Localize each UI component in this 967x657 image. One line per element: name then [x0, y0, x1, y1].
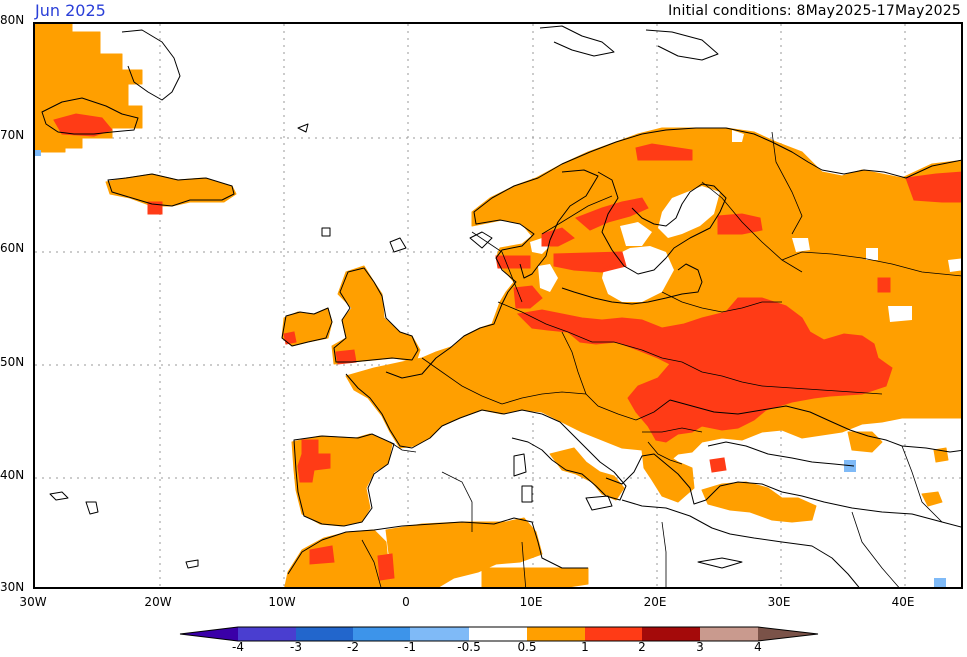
- lat-label-80n: 80N: [0, 13, 25, 27]
- colorbar-label-neg3: -3: [290, 640, 302, 654]
- lon-label-30w: 30W: [19, 595, 47, 609]
- colorbar-cell-neg3-neg2: [296, 627, 353, 641]
- colorbar-label-4: 4: [754, 640, 762, 654]
- colorbar-label-2: 2: [638, 640, 646, 654]
- coastlines: [41, 25, 961, 587]
- lon-label-10e: 10E: [519, 595, 543, 609]
- colorbar-cell-1-2: [585, 627, 642, 641]
- colorbar-cell-neg1-neg05: [410, 627, 469, 641]
- lon-label-20w: 20W: [144, 595, 172, 609]
- lon-label-20e: 20E: [643, 595, 667, 609]
- map-frame: [33, 22, 963, 589]
- lon-label-30e: 30E: [767, 595, 791, 609]
- lat-label-70n: 70N: [0, 128, 25, 142]
- colorbar-cell-gt4: [758, 627, 818, 641]
- map-gridlines: [35, 24, 961, 587]
- country-borders: [361, 131, 961, 587]
- colorbar: [179, 626, 819, 642]
- colorbar-label-3: 3: [696, 640, 704, 654]
- colorbar-cell-2-3: [642, 627, 700, 641]
- europe-anomaly-map: [35, 24, 961, 587]
- colorbar-label-neg4: -4: [232, 640, 244, 654]
- colorbar-label-neg1: -1: [404, 640, 416, 654]
- colorbar-outline: [179, 626, 819, 642]
- lon-label-0: 0: [402, 595, 410, 609]
- colorbar-cell-neg2-neg1: [353, 627, 410, 641]
- colorbar-label-05: 0.5: [517, 640, 537, 654]
- anomaly-fill-1-2: [53, 113, 961, 581]
- initial-conditions-label: Initial conditions: 8May2025-17May2025: [668, 3, 961, 19]
- lat-label-50n: 50N: [0, 355, 25, 369]
- lon-label-40e: 40E: [891, 595, 915, 609]
- colorbar-label-neg2: -2: [347, 640, 359, 654]
- lat-label-60n: 60N: [0, 241, 25, 255]
- colorbar-cell-neg4-neg3: [238, 627, 296, 641]
- colorbar-cell-05-1: [527, 627, 585, 641]
- lon-label-10w: 10W: [268, 595, 296, 609]
- forecast-month: Jun 2025: [35, 1, 106, 20]
- colorbar-cell-3-4: [700, 627, 758, 641]
- colorbar-cell-lt-neg4: [180, 627, 238, 641]
- colorbar-label-neg05: -0.5: [457, 640, 481, 654]
- anomaly-fill-05-1: [35, 24, 961, 587]
- colorbar-label-1: 1: [581, 640, 589, 654]
- lat-label-30n: 30N: [0, 580, 25, 594]
- lat-label-40n: 40N: [0, 468, 25, 482]
- colorbar-cell-neutral: [469, 627, 527, 641]
